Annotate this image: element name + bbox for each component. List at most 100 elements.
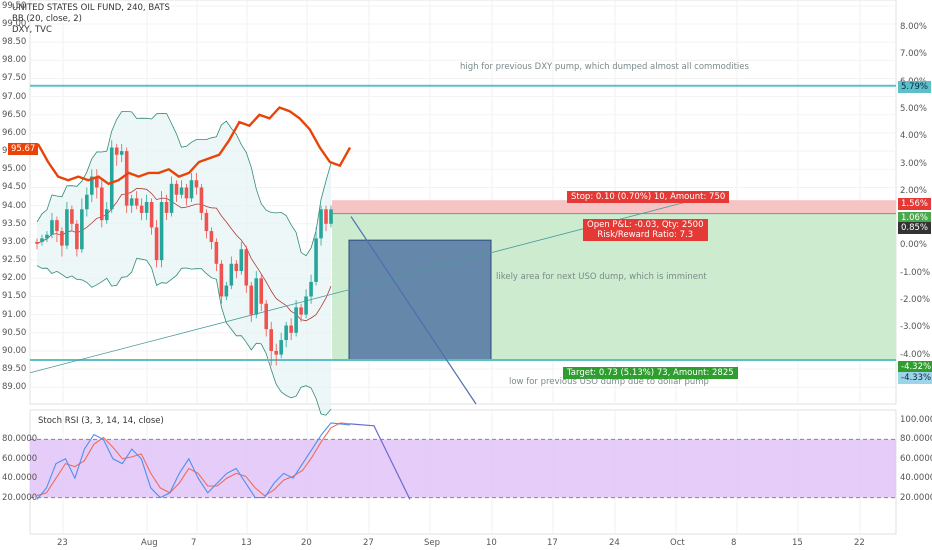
stoch-k-line xyxy=(36,422,351,500)
axis-tick-label: Oct xyxy=(670,538,685,548)
candle-body xyxy=(94,176,99,188)
pct-tag-1-06: 1.06% xyxy=(898,212,932,224)
axis-tick-label: 95.00 xyxy=(2,164,27,175)
axis-tick-label: 97.50 xyxy=(2,73,27,84)
axis-tick-label: 13 xyxy=(241,538,252,548)
axis-tick-label: 93.50 xyxy=(2,218,27,229)
axis-tick-label: 3.00% xyxy=(900,158,928,169)
bb-upper xyxy=(36,111,332,257)
axis-tick-label: 89.50 xyxy=(2,364,27,375)
pct-tag-0-85: 0.85% xyxy=(898,222,932,234)
candle-body xyxy=(204,212,209,232)
axis-tick-label: 27 xyxy=(363,538,374,548)
candle-body xyxy=(219,263,224,297)
candle-body xyxy=(104,209,109,221)
pct-tag-5-79: 5.79% xyxy=(898,81,932,93)
bb-basis xyxy=(36,187,332,322)
candle-body xyxy=(294,307,298,333)
axis-tick-label: Aug xyxy=(141,538,158,548)
candle-body xyxy=(229,263,234,286)
pct-tag-neg-4-32: -4.32% xyxy=(898,361,932,373)
axis-tick-label: 100.0000 xyxy=(900,415,932,425)
candle-body xyxy=(184,187,189,199)
candle-body xyxy=(239,249,244,272)
axis-tick-label: 20.0000 xyxy=(2,492,38,503)
axis-tick-label: 60.0000 xyxy=(900,453,932,464)
open-pnl-label[interactable]: Open P&L: -0.03, Qty: 2500 Risk/Reward R… xyxy=(583,219,708,241)
candle-body xyxy=(269,329,274,351)
axis-tick-label: 98.00 xyxy=(2,55,27,66)
axis-tick-label: 10 xyxy=(486,538,497,548)
stop-label[interactable]: Stop: 0.10 (0.70%) 10, Amount: 750 xyxy=(567,191,730,203)
candle-body xyxy=(164,202,169,213)
candle-body xyxy=(329,209,333,224)
candle-body xyxy=(224,285,229,297)
candle-body xyxy=(314,238,318,282)
rsi-band xyxy=(30,439,896,498)
candle-body xyxy=(99,187,104,221)
axis-tick-label: 93.00 xyxy=(2,236,27,247)
axis-tick-label: 15 xyxy=(792,538,803,548)
candle-body xyxy=(45,234,49,239)
axis-tick-label: 60.0000 xyxy=(2,453,38,464)
candle-body xyxy=(70,209,74,224)
axis-tick-label: 94.50 xyxy=(2,182,27,193)
pct-tag-neg-4-33: -4.33% xyxy=(898,372,932,384)
candle-body xyxy=(194,180,199,188)
axis-tick-label: 22 xyxy=(854,538,865,548)
candle-body xyxy=(85,194,89,210)
candle-body xyxy=(109,147,114,210)
rsi-arrow xyxy=(349,423,411,500)
axis-tick-label: 40.0000 xyxy=(2,473,38,484)
candle-body xyxy=(234,263,239,272)
axis-tick-label: 80.0000 xyxy=(2,434,38,445)
target-label[interactable]: Target: 0.73 (5.13%) 73, Amount: 2825 xyxy=(563,367,738,379)
axis-tick-label: 5.00% xyxy=(900,103,928,114)
axis-tick-label: 80.0000 xyxy=(900,434,932,445)
candle-body xyxy=(75,223,79,250)
candle-body xyxy=(259,278,264,304)
open-pnl-text: Open P&L: -0.03, Qty: 2500 xyxy=(587,220,704,230)
candle-body xyxy=(119,151,124,155)
axis-tick-label: 96.50 xyxy=(2,109,27,120)
bb-indicator-title: BB (20, close, 2) xyxy=(12,14,82,24)
candle-body xyxy=(90,176,94,195)
axis-tick-label: -3.00% xyxy=(900,322,931,333)
dxy-price-tag: 95.67 xyxy=(8,143,39,155)
candle-body xyxy=(40,238,44,242)
candle-body xyxy=(114,147,119,155)
stoch-d-line xyxy=(36,422,351,497)
axis-tick-label: -4.00% xyxy=(900,349,931,360)
candle-body xyxy=(129,198,134,206)
note-uso-low: low for previous USO dump due to dollar … xyxy=(509,377,709,387)
candle-body xyxy=(319,209,323,239)
candle-body xyxy=(179,187,184,195)
axis-tick-label: 8 xyxy=(731,538,737,548)
axis-tick-label: 90.50 xyxy=(2,327,27,338)
axis-tick-label: 89.00 xyxy=(2,382,27,393)
axis-tick-label: -2.00% xyxy=(900,295,931,306)
candle-body xyxy=(289,325,293,333)
axis-tick-label: 92.00 xyxy=(2,273,27,284)
dxy-compare-title: DXY, TVC xyxy=(12,25,52,35)
candle-body xyxy=(159,202,164,261)
axis-tick-label: Sep xyxy=(424,538,441,548)
bb-lower xyxy=(36,257,332,416)
axis-tick-label: 8.00% xyxy=(900,22,928,32)
candle-body xyxy=(279,340,283,355)
axis-tick-label: 98.50 xyxy=(2,37,27,48)
stoch-rsi-title: Stoch RSI (3, 3, 14, 14, close) xyxy=(38,416,164,426)
axis-tick-label: 23 xyxy=(57,538,68,548)
axis-tick-label: 2.00% xyxy=(900,185,928,196)
axis-tick-label: -1.00% xyxy=(900,267,931,278)
axis-tick-label: 99.00 xyxy=(2,18,27,29)
candle-body xyxy=(209,231,214,242)
candle-body xyxy=(144,202,149,213)
axis-tick-label: 7.00% xyxy=(900,49,928,60)
candle-body xyxy=(60,231,64,246)
candle-body xyxy=(174,183,179,195)
candle-body xyxy=(65,209,69,246)
axis-tick-label: 97.00 xyxy=(2,91,27,102)
candle-body xyxy=(254,278,259,315)
